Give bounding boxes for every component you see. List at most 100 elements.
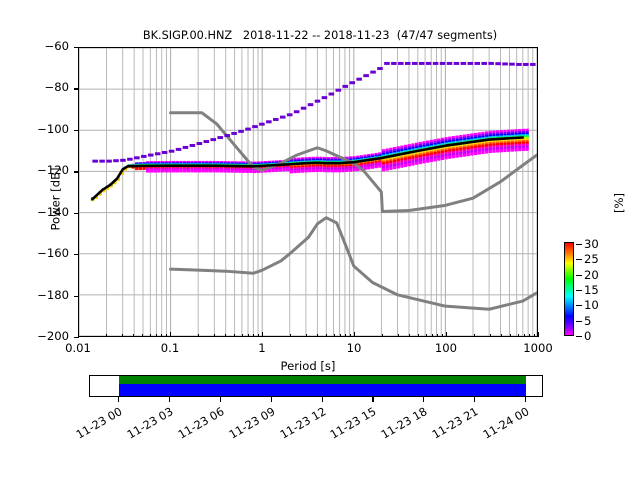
timeline-tick-label: 11-23 09 — [226, 405, 278, 442]
y-tick-mark — [74, 88, 79, 90]
x-tick-mark — [197, 334, 199, 337]
x-tick-mark — [517, 334, 519, 337]
x-tick-mark — [533, 334, 535, 337]
x-tick-mark — [425, 334, 427, 337]
colorbar-tick-mark — [576, 320, 582, 322]
y-tick-mark — [74, 129, 79, 132]
x-tick-mark — [431, 334, 433, 337]
x-tick-mark — [446, 332, 448, 337]
coverage-timeline[interactable] — [89, 375, 543, 397]
timeline-tick-mark — [168, 397, 171, 402]
timeline-tick-mark — [270, 397, 272, 402]
y-tick-label: −140 — [37, 204, 69, 219]
y-tick-mark — [74, 171, 79, 173]
x-tick-mark — [161, 334, 163, 337]
colorbar-tick-label: 25 — [584, 252, 599, 267]
timeline-tick-label: 11-24 00 — [481, 405, 532, 442]
x-tick-mark — [418, 334, 420, 337]
timeline-tick-mark — [321, 397, 323, 402]
x-tick-mark — [105, 334, 107, 337]
colorbar-tick-mark — [576, 336, 582, 337]
y-tick-labels: −60 −80 −100 −120 −140 −160 −180 −200 — [0, 0, 79, 480]
timeline-tick-label: 11-23 00 — [74, 405, 125, 442]
colorbar[interactable]: 30 25 20 15 10 5 0 — [564, 237, 599, 343]
y-tick-mark — [74, 337, 79, 339]
x-tick-mark — [305, 334, 307, 337]
timeline-tick-mark — [118, 397, 120, 402]
x-tick-mark — [142, 334, 144, 337]
timeline-tick-mark — [372, 397, 374, 402]
x-tick-mark — [317, 334, 319, 337]
x-tick-mark — [326, 334, 328, 337]
x-tick-mark — [155, 334, 157, 337]
x-tick-mark — [234, 334, 236, 337]
x-tick-mark — [213, 334, 215, 337]
y-tick-label: −200 — [37, 329, 69, 343]
timeline-tick-mark — [423, 397, 425, 402]
x-tick-label: 0.1 — [160, 341, 180, 355]
timeline-tick-mark — [525, 397, 527, 402]
x-tick-mark — [510, 334, 512, 337]
colorbar-tick-mark — [576, 290, 582, 291]
timeline-tick-label: 11-23 15 — [328, 405, 379, 442]
colorbar-tick-label: 30 — [584, 237, 599, 251]
x-tick-mark — [257, 334, 259, 337]
x-tick-mark — [170, 332, 172, 337]
colorbar-tick-mark — [576, 259, 582, 261]
x-tick-mark — [397, 334, 399, 337]
colorbar-tick-mark — [576, 244, 582, 245]
x-tick-mark — [262, 332, 264, 337]
y-tick-label: −80 — [44, 80, 69, 95]
y-tick-label: −60 — [44, 39, 69, 53]
timeline-tick-label: 11-23 12 — [277, 405, 328, 442]
x-tick-mark — [409, 334, 411, 337]
main-plot-axes[interactable] — [78, 47, 538, 337]
x-tick-label: 1000 — [523, 341, 553, 355]
title-line-1: BK.SIGP.00.HNZ 2018-11-22 -- 2018-11-23 … — [142, 29, 498, 43]
y-tick-label: −180 — [37, 287, 69, 302]
x-tick-mark — [253, 334, 255, 337]
x-tick-mark — [247, 334, 249, 337]
x-tick-mark — [538, 332, 540, 337]
plot-gridlines — [79, 48, 537, 336]
timeline-tick-label: 11-23 18 — [379, 405, 430, 442]
y-tick-label: −100 — [37, 121, 69, 136]
colorbar-tick-mark — [576, 274, 582, 276]
x-tick-mark — [149, 334, 151, 337]
x-tick-mark — [165, 334, 167, 337]
x-tick-label: 1 — [258, 341, 266, 355]
colorbar-tick-label: 5 — [584, 313, 592, 328]
x-tick-mark — [489, 334, 491, 337]
colorbar-tick-label: 0 — [584, 329, 592, 343]
x-tick-mark — [345, 334, 347, 337]
x-tick-mark — [78, 332, 80, 337]
x-tick-mark — [501, 334, 503, 337]
x-tick-label: 0.01 — [65, 341, 91, 355]
coverage-bar — [119, 376, 526, 396]
x-tick-mark — [441, 334, 443, 337]
x-tick-mark — [333, 334, 335, 337]
colorbar-tick-label: 10 — [584, 298, 599, 313]
y-tick-label: −160 — [37, 246, 69, 261]
timeline-tick-label: 11-23 06 — [175, 405, 227, 442]
x-tick-mark — [121, 334, 123, 337]
timeline-tick-label: 11-23 21 — [430, 405, 481, 442]
x-tick-label: 100 — [434, 341, 458, 355]
x-tick-mark — [289, 334, 291, 337]
x-tick-mark — [339, 334, 341, 337]
x-tick-mark — [529, 334, 531, 337]
y-tick-mark — [74, 295, 79, 297]
timeline-tick-mark — [219, 397, 221, 402]
x-tick-mark — [241, 334, 243, 337]
coverage-bar-green — [119, 376, 526, 384]
y-tick-mark — [74, 47, 79, 49]
x-tick-label: 10 — [346, 341, 362, 355]
y-tick-mark — [74, 212, 79, 214]
colorbar-tick-label: 20 — [584, 267, 599, 282]
colorbar-tick-mark — [576, 305, 582, 307]
x-tick-mark — [381, 334, 383, 337]
x-tick-mark — [523, 334, 525, 337]
